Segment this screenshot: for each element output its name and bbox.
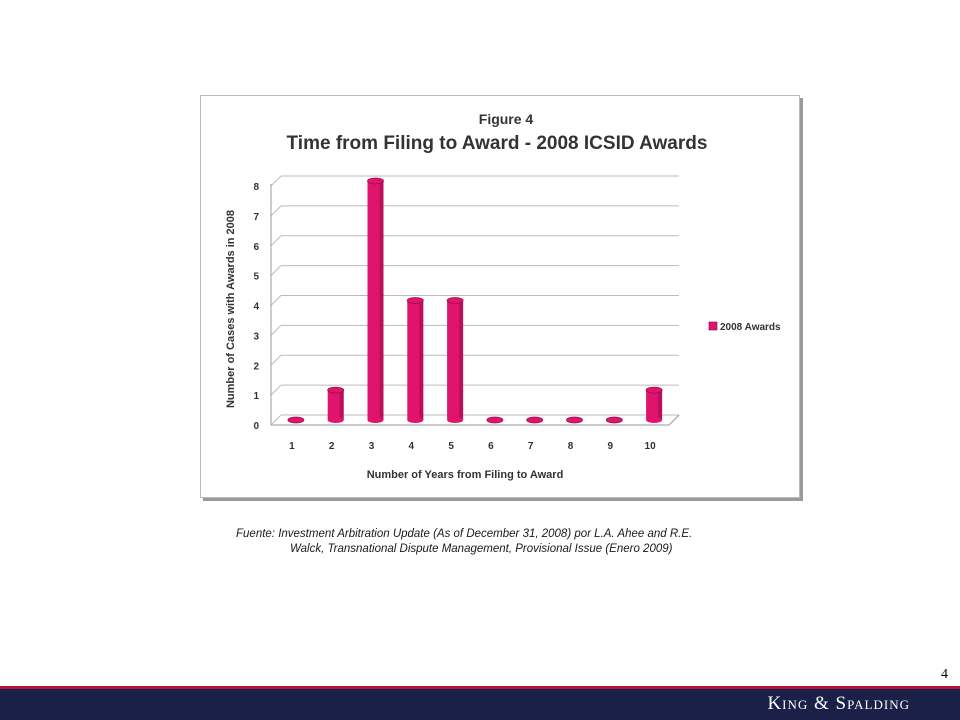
bar-body <box>407 300 424 420</box>
bar-top <box>486 416 504 424</box>
bar-bottom <box>367 417 384 423</box>
page-number: 4 <box>941 667 948 682</box>
bar-chart: Figure 4 Time from Filing to Award - 200… <box>225 111 781 481</box>
source-note-line-2: Walck, Transnational Dispute Management,… <box>290 543 673 555</box>
y-tick-label: 0 <box>253 421 259 432</box>
bar <box>287 416 305 424</box>
gridline-depth <box>270 325 282 336</box>
gridlines <box>270 175 680 426</box>
gridline-depth <box>270 235 282 247</box>
bar-top <box>406 297 424 304</box>
bar-top <box>446 297 464 304</box>
bar <box>327 386 345 423</box>
bar <box>645 386 663 423</box>
bar-shade <box>658 390 663 420</box>
bar-bottom <box>407 417 424 423</box>
bar <box>406 297 424 423</box>
bar-top <box>605 416 623 424</box>
footer-bar: King & Spalding <box>0 689 960 720</box>
y-tick-label: 1 <box>253 391 259 402</box>
x-tick-label: 3 <box>369 441 375 452</box>
gridline-depth <box>270 265 282 276</box>
legend-swatch <box>708 321 718 331</box>
bar-shade <box>459 300 464 420</box>
x-axis-ticks: 1 2 3 4 5 6 7 8 9 10 <box>289 441 656 452</box>
legend-label: 2008 Awards <box>720 322 781 333</box>
x-tick-label: 8 <box>568 441 574 452</box>
bar-top <box>526 416 544 424</box>
bar-top <box>327 386 345 394</box>
bar-top <box>566 416 583 424</box>
bar <box>486 416 504 424</box>
y-axis-label: Number of Cases with Awards in 2008 <box>225 210 237 408</box>
bar <box>446 297 464 423</box>
x-tick-label: 7 <box>528 441 534 452</box>
bar-bottom <box>327 417 344 423</box>
gridline-depth <box>270 354 282 366</box>
gridline-depth <box>270 384 282 396</box>
bars <box>287 177 663 424</box>
y-tick-label: 2 <box>253 361 259 372</box>
y-tick-label: 8 <box>253 182 259 193</box>
source-note: Fuente: Investment Arbitration Update (A… <box>236 527 796 557</box>
x-tick-label: 9 <box>608 441 614 452</box>
y-tick-label: 3 <box>253 331 259 342</box>
source-note-line-1: Fuente: Investment Arbitration Update (A… <box>236 528 693 540</box>
bar-shade <box>379 181 384 420</box>
x-tick-label: 1 <box>289 441 295 452</box>
bar-shade <box>339 390 344 420</box>
legend: 2008 Awards <box>708 321 781 333</box>
bar-body <box>646 390 663 420</box>
bar <box>566 416 583 424</box>
x-tick-label: 10 <box>645 441 657 452</box>
x-axis-label: Number of Years from Filing to Award <box>367 469 564 481</box>
x-tick-label: 2 <box>329 441 335 452</box>
x-axis-depth <box>668 414 680 426</box>
bar <box>526 416 544 424</box>
y-axis-ticks: 0 1 2 3 4 5 6 7 8 <box>253 182 259 432</box>
y-tick-label: 4 <box>253 302 259 313</box>
gridline-depth <box>270 175 282 187</box>
footer-accent-line <box>0 686 960 689</box>
bar-top <box>287 416 305 424</box>
bar-bottom <box>447 417 464 423</box>
brand-logo: King & Spalding <box>767 693 910 714</box>
bar-shade <box>419 300 424 420</box>
bar-top <box>645 386 663 394</box>
bar-top <box>367 177 384 185</box>
gridline-depth <box>270 414 282 426</box>
gridline-depth <box>270 295 282 306</box>
bar <box>605 416 623 424</box>
y-tick-label: 7 <box>253 212 259 223</box>
y-tick-label: 5 <box>253 272 259 283</box>
chart-frame: Figure 4 Time from Filing to Award - 200… <box>200 95 800 498</box>
y-tick-label: 6 <box>253 242 259 253</box>
bar-bottom <box>646 417 663 423</box>
figure-label: Figure 4 <box>479 111 534 127</box>
chart-title: Time from Filing to Award - 2008 ICSID A… <box>287 133 708 154</box>
x-tick-label: 5 <box>448 441 454 452</box>
x-tick-label: 6 <box>488 441 494 452</box>
x-tick-label: 4 <box>409 441 415 452</box>
bar <box>367 177 384 423</box>
gridline-depth <box>270 205 282 217</box>
